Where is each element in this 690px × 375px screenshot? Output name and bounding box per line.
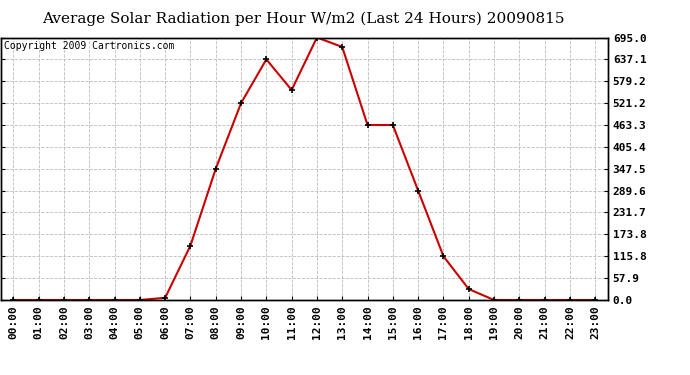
Text: Average Solar Radiation per Hour W/m2 (Last 24 Hours) 20090815: Average Solar Radiation per Hour W/m2 (L… [42, 11, 565, 26]
Text: Copyright 2009 Cartronics.com: Copyright 2009 Cartronics.com [3, 42, 174, 51]
